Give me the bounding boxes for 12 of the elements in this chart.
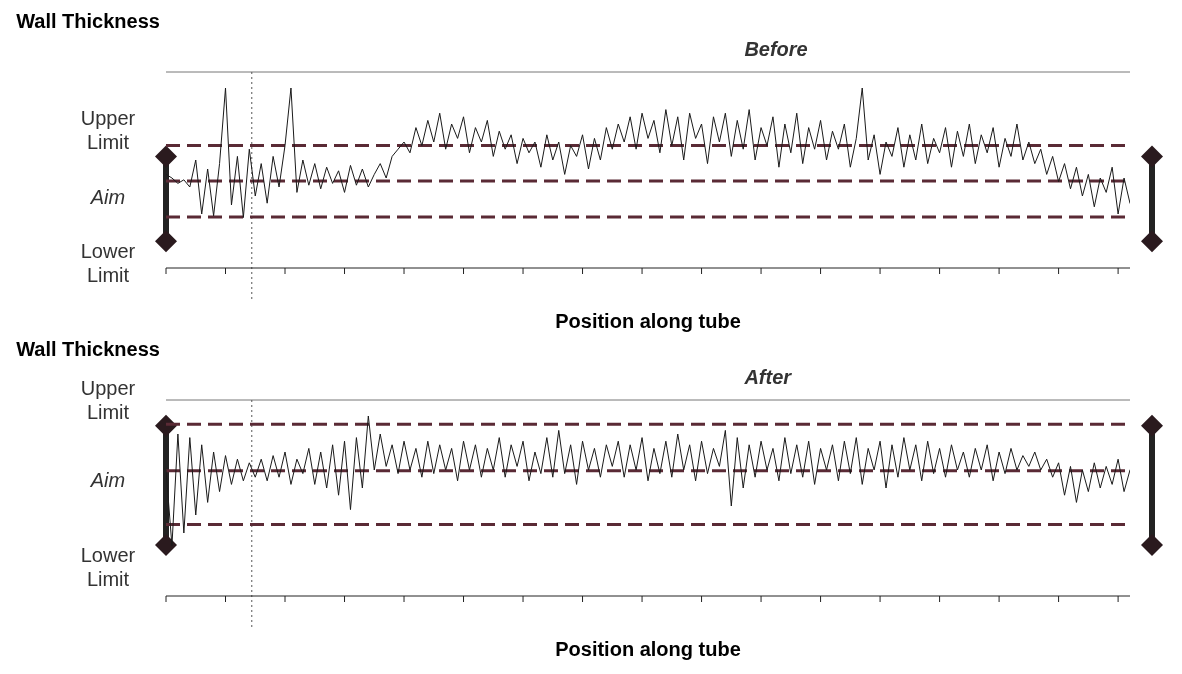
x-axis-title: Position along tube [554, 310, 742, 333]
ref-line-label: Aim [89, 185, 127, 210]
ref-line-label: Aim [89, 468, 127, 493]
chart-title: Before [744, 38, 808, 61]
x-axis-title: Position along tube [554, 638, 742, 661]
y-axis-title: Wall Thickness [15, 337, 161, 362]
ref-line-label: Lower Limit [79, 543, 137, 592]
y-axis-title: Wall Thickness [15, 9, 161, 34]
ref-line-label: Lower Limit [79, 239, 137, 288]
ref-line-label: Upper Limit [79, 106, 137, 155]
chart-title: After [744, 366, 792, 389]
ref-line-label: Upper Limit [79, 375, 137, 424]
